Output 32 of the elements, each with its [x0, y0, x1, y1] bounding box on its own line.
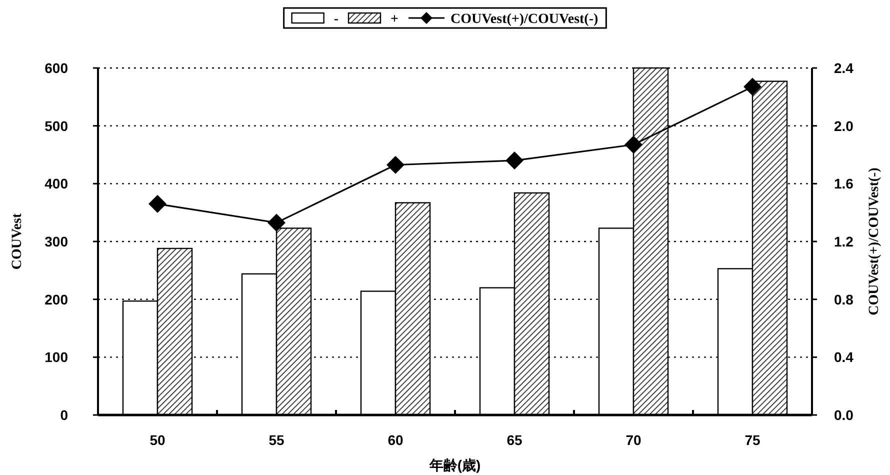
- y-axis-title: COUVest: [10, 213, 25, 270]
- point: [744, 78, 762, 96]
- y2-axis-title: COUVest(+)/COUVest(-): [867, 167, 882, 316]
- y2-tick-label: 1.6: [834, 176, 854, 192]
- x-tick-label: 55: [268, 432, 284, 448]
- x-tick-label: 70: [626, 432, 642, 448]
- y-tick-label: 0: [60, 407, 68, 423]
- point: [506, 152, 524, 170]
- y-tick-label: 400: [44, 176, 68, 192]
- y2-tick-label: 0.4: [834, 349, 854, 366]
- point: [268, 214, 286, 232]
- legend-label: -: [334, 12, 339, 27]
- point: [148, 194, 166, 213]
- y-tick-label: 200: [44, 291, 68, 308]
- legend-label: COUVest(+)/COUVest(-): [450, 12, 599, 27]
- y-tick-label: 500: [44, 118, 68, 134]
- x-tick-label: 60: [388, 432, 404, 448]
- y2-tick-label: 0.8: [834, 291, 854, 308]
- y2-tick-label: 2.4: [834, 60, 854, 76]
- y-tick-label: 600: [44, 60, 68, 76]
- x-tick-label: 65: [506, 432, 522, 448]
- y2-tick-label: 2.0: [834, 118, 854, 134]
- y2-tick-label: 0.0: [834, 407, 854, 423]
- point: [624, 136, 642, 154]
- y-tick-label: 100: [44, 349, 68, 366]
- x-tick-label: 50: [150, 432, 166, 448]
- x-tick-label: 75: [744, 432, 760, 448]
- x-axis-title: 年齢(歳): [428, 457, 481, 473]
- y2-tick-label: 1.2: [834, 234, 854, 250]
- y-tick-label: 300: [44, 234, 68, 250]
- legend-label: +: [390, 12, 398, 27]
- point: [386, 156, 404, 174]
